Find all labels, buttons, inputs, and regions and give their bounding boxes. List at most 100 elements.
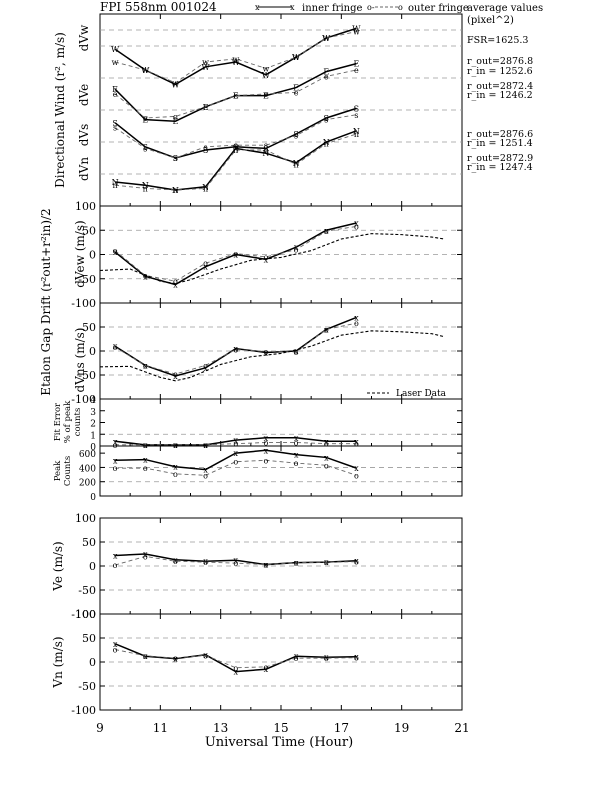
- data-point: x: [264, 255, 269, 264]
- data-point: e: [264, 90, 269, 99]
- data-point: E: [142, 116, 148, 125]
- legend-outer-label: outer fringe: [408, 3, 469, 14]
- data-point: x: [203, 557, 208, 566]
- data-point: x: [233, 345, 238, 354]
- svg-text:x: x: [255, 3, 260, 12]
- svg-text:x: x: [290, 3, 295, 12]
- data-point: W: [111, 45, 120, 54]
- series-line-outer: [114, 31, 357, 84]
- figure-title: FPI 558nm 001024: [100, 0, 217, 14]
- data-point: S: [112, 119, 117, 128]
- panel-frame: [99, 445, 463, 497]
- x-tick-label: 13: [213, 721, 228, 735]
- data-point: o: [203, 259, 208, 268]
- data-point: x: [264, 665, 269, 674]
- y-tick-label: -50: [78, 273, 96, 286]
- data-point: x: [294, 559, 299, 568]
- data-point: x: [173, 556, 178, 565]
- series-line-outer: [115, 459, 357, 476]
- legend-inner: x x inner fringe: [255, 3, 362, 14]
- data-point: x: [233, 449, 238, 458]
- annotation-r-out-n: r_out=2876.6: [467, 129, 533, 140]
- y-tick-label: 0: [89, 656, 96, 669]
- panel-ylabel: Peak: [53, 460, 63, 481]
- data-point: S: [293, 130, 298, 139]
- y-tick-label: 600: [79, 450, 96, 460]
- data-point: o: [143, 361, 148, 370]
- data-point: x: [233, 251, 238, 260]
- data-point: E: [323, 68, 329, 77]
- data-point: S: [354, 104, 359, 113]
- data-point: E: [172, 117, 178, 126]
- data-point: w: [172, 79, 179, 88]
- y-tick-label: 50: [82, 224, 96, 237]
- data-point: o: [113, 343, 118, 352]
- panel-ylabel: dVew (m/s): [73, 220, 87, 287]
- data-point: x: [324, 653, 329, 662]
- data-point: N: [293, 159, 300, 168]
- data-point: x: [113, 248, 118, 257]
- data-point: N: [323, 138, 330, 147]
- data-point: w: [202, 58, 209, 67]
- data-point: s: [264, 141, 268, 150]
- panel-ylabel-line2: % of peak: [63, 400, 73, 443]
- series-line-inner: [115, 130, 357, 191]
- data-point: x: [173, 655, 178, 664]
- data-point: S: [263, 144, 268, 153]
- y-tick-label: 400: [79, 464, 96, 474]
- data-point: s: [234, 141, 238, 150]
- data-point: x: [264, 446, 269, 455]
- ylabel-etalon-gap: Etalon Gap Drift (r²out+r²in)/2: [39, 208, 53, 395]
- data-point: x: [113, 456, 118, 465]
- data-point: N: [172, 186, 179, 195]
- data-point: x: [354, 313, 359, 322]
- annotation-r-out-e: r_out=2876.8: [467, 56, 533, 67]
- data-point: S: [173, 154, 178, 163]
- data-point: o: [294, 438, 299, 447]
- legend-outer: o- o outer fringe: [367, 3, 469, 14]
- y-tick-label: 4: [90, 396, 96, 406]
- data-point: x: [294, 434, 299, 443]
- data-point: e: [113, 90, 118, 99]
- annotation-r-in-e: r_in = 1252.6: [467, 66, 533, 77]
- x-tick-label: 15: [273, 721, 288, 735]
- data-point: o: [294, 559, 299, 568]
- data-point: n: [143, 184, 148, 193]
- average-values-label: average values: [467, 3, 543, 14]
- data-point: e: [173, 112, 178, 121]
- y-tick-label: 3: [90, 408, 96, 418]
- data-point: o: [264, 438, 269, 447]
- data-point: E: [293, 84, 299, 93]
- data-point: x: [264, 561, 269, 570]
- data-point: x: [354, 464, 359, 473]
- y-tick-label: 100: [75, 512, 96, 525]
- data-point: o: [143, 652, 148, 661]
- data-point: o: [173, 470, 178, 479]
- laser-legend-label: Laser Data: [396, 389, 447, 399]
- data-point: s: [324, 116, 328, 125]
- series-line-laser: [99, 233, 444, 285]
- data-point: n: [294, 160, 299, 169]
- y-tick-label: 100: [75, 200, 96, 213]
- panel-ylabel-line3: counts: [73, 408, 83, 437]
- data-point: o: [173, 557, 178, 566]
- y-tick-label: 1: [90, 431, 96, 441]
- data-point: N: [112, 178, 119, 187]
- data-point: x: [324, 325, 329, 334]
- data-point: x: [324, 558, 329, 567]
- data-point: o: [233, 346, 238, 355]
- data-point: o: [354, 440, 359, 449]
- data-point: E: [112, 85, 118, 94]
- data-point: s: [143, 144, 147, 153]
- y-tick-label: 100: [75, 608, 96, 621]
- data-point: w: [112, 58, 119, 67]
- panel-ylabel: Ve (m/s): [51, 541, 65, 591]
- annotation-r-in-n: r_in = 1251.4: [467, 138, 533, 149]
- data-point: o: [173, 441, 178, 450]
- data-point: S: [203, 146, 208, 155]
- directional-ylabel: dVe: [77, 84, 91, 106]
- data-point: o: [264, 663, 269, 672]
